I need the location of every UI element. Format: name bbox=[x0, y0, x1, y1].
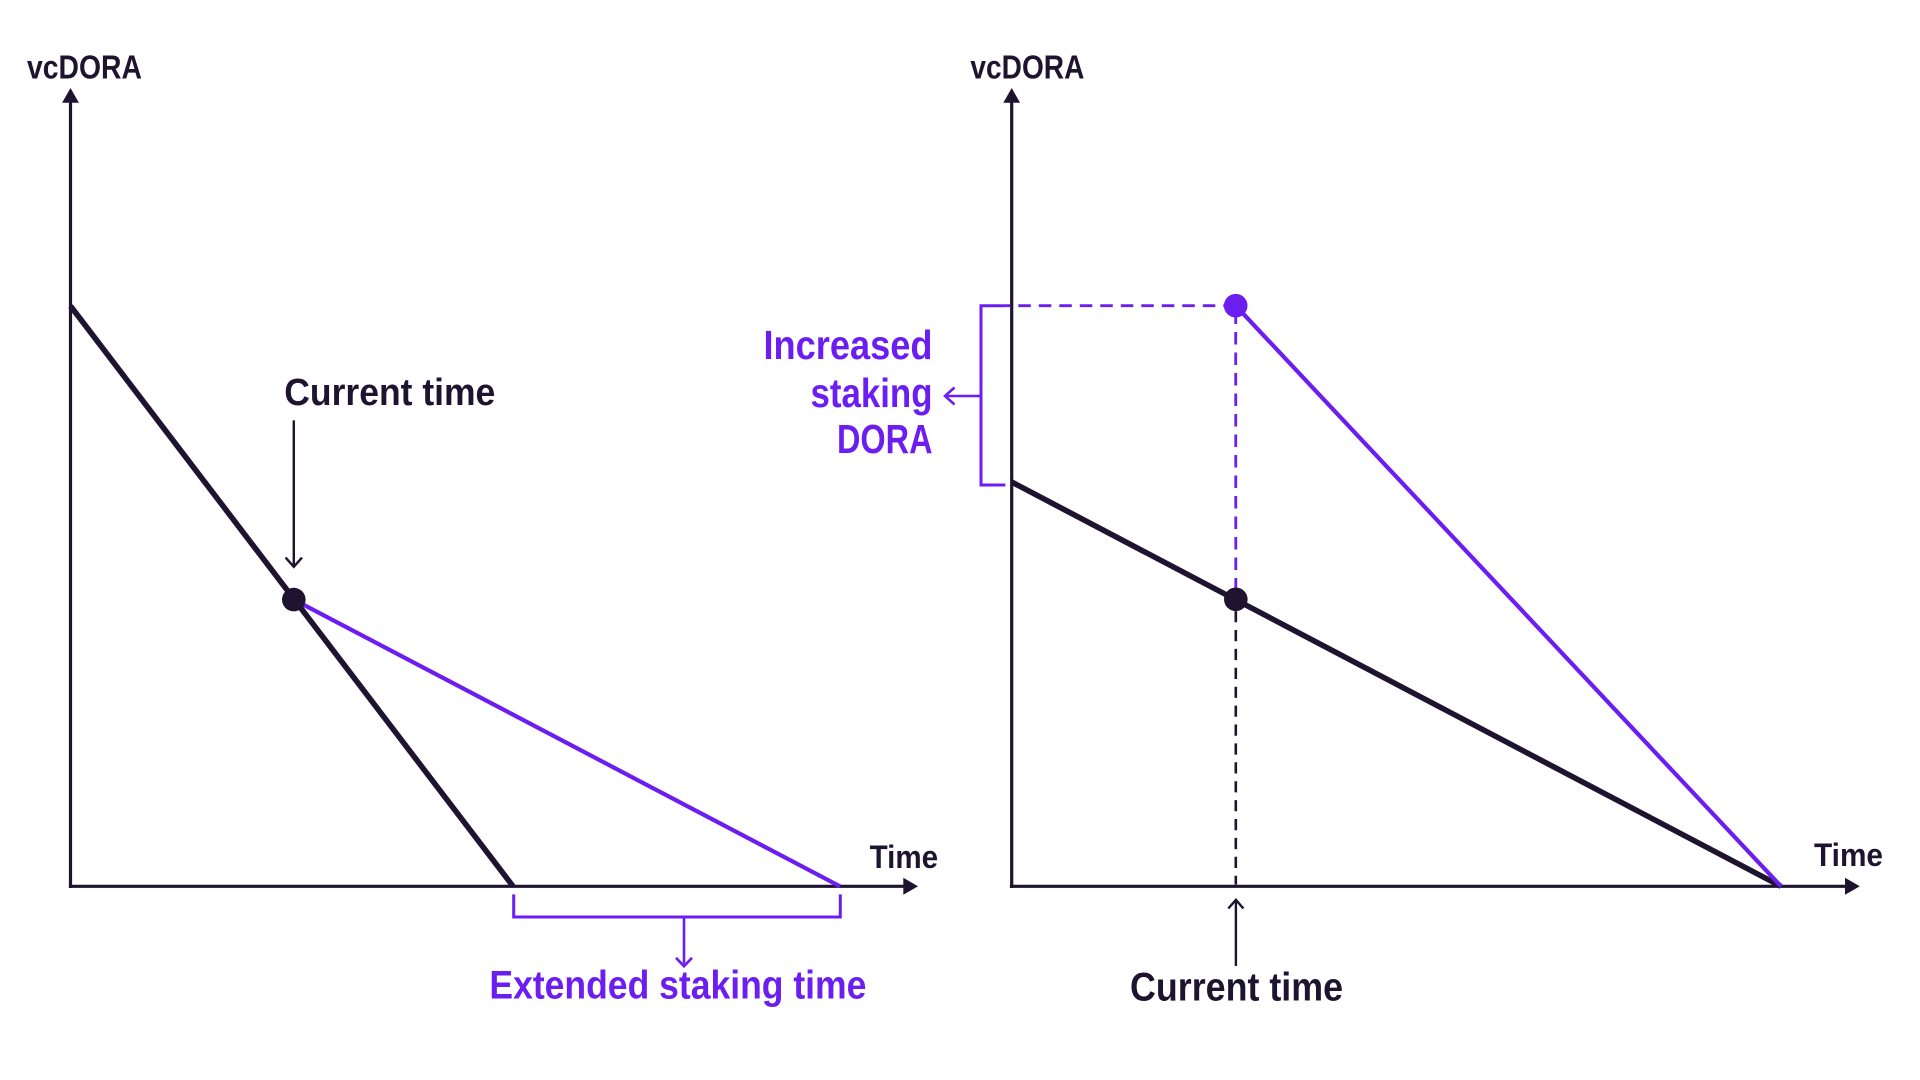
svg-text:Time: Time bbox=[1814, 837, 1883, 873]
svg-text:Current time: Current time bbox=[1130, 966, 1343, 1010]
svg-text:DORA: DORA bbox=[837, 416, 933, 462]
svg-text:vcDORA: vcDORA bbox=[27, 49, 142, 86]
svg-text:Current time: Current time bbox=[284, 372, 495, 414]
svg-text:staking: staking bbox=[811, 370, 933, 416]
svg-text:Increased: Increased bbox=[764, 322, 933, 368]
svg-text:Time: Time bbox=[870, 839, 939, 875]
svg-text:Extended staking time: Extended staking time bbox=[489, 964, 866, 1008]
svg-text:vcDORA: vcDORA bbox=[970, 49, 1084, 86]
